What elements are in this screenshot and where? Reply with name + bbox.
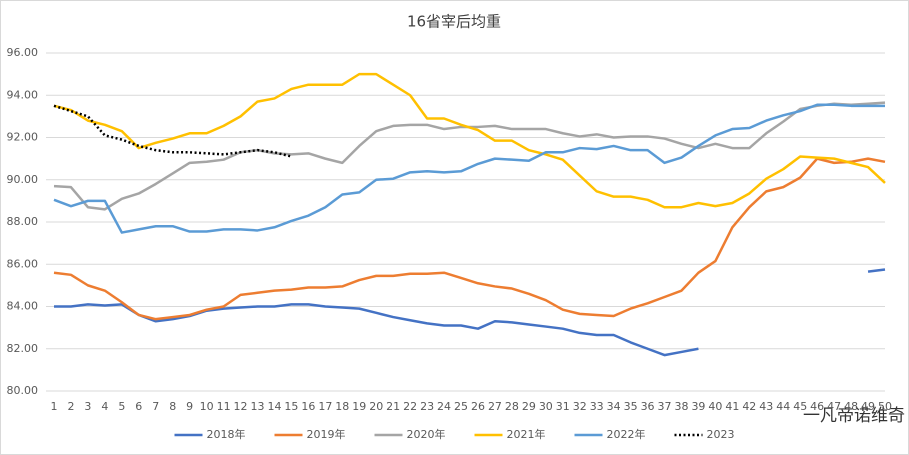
y-tick-label: 90.00 [7, 173, 39, 186]
x-tick-label: 19 [352, 400, 366, 413]
x-tick-label: 12 [234, 400, 248, 413]
x-tick-label: 37 [658, 400, 672, 413]
x-tick-label: 28 [505, 400, 519, 413]
x-tick-label: 6 [135, 400, 142, 413]
x-tick-label: 21 [386, 400, 400, 413]
legend-label: 2023 [707, 428, 735, 441]
x-tick-label: 18 [335, 400, 349, 413]
x-tick-label: 3 [84, 400, 91, 413]
x-tick-label: 20 [369, 400, 383, 413]
legend-label: 2021年 [507, 427, 546, 441]
x-tick-label: 25 [454, 400, 468, 413]
x-tick-label: 16 [301, 400, 315, 413]
x-tick-label: 39 [691, 400, 705, 413]
line-series [53, 103, 885, 234]
x-tick-label: 45 [793, 400, 807, 413]
y-tick-label: 94.00 [7, 88, 39, 101]
line-series [867, 268, 886, 273]
x-tick-label: 1 [51, 400, 58, 413]
x-tick-label: 31 [556, 400, 570, 413]
x-tick-label: 14 [267, 400, 281, 413]
line-series [53, 72, 886, 209]
x-tick-label: 36 [641, 400, 655, 413]
x-tick-label: 32 [573, 400, 587, 413]
x-tick-label: 26 [471, 400, 485, 413]
x-tick-label: 24 [437, 400, 451, 413]
chart-title: 16省宰后均重 [407, 13, 501, 31]
x-tick-label: 29 [522, 400, 536, 413]
y-tick-label: 82.00 [7, 342, 39, 355]
y-tick-label: 80.00 [7, 384, 39, 397]
x-tick-label: 9 [186, 400, 193, 413]
line-series [53, 104, 292, 158]
x-tick-label: 5 [118, 400, 125, 413]
x-tick-label: 17 [318, 400, 332, 413]
line-series [53, 157, 886, 321]
legend-label: 2019年 [307, 427, 346, 441]
x-tick-label: 22 [403, 400, 417, 413]
x-tick-label: 41 [725, 400, 739, 413]
x-tick-label: 43 [759, 400, 773, 413]
y-tick-label: 86.00 [7, 257, 39, 270]
x-tick-label: 11 [217, 400, 231, 413]
watermark: 一凡帝诺维奇 [803, 406, 905, 426]
x-tick-label: 46 [810, 400, 824, 413]
y-tick-label: 84.00 [7, 300, 39, 313]
x-tick-label: 27 [488, 400, 502, 413]
x-tick-label: 47 [827, 400, 841, 413]
legend-label: 2020年 [407, 427, 446, 441]
x-tick-label: 10 [200, 400, 214, 413]
x-tick-label: 44 [776, 400, 790, 413]
x-tick-label: 4 [101, 400, 108, 413]
x-tick-label: 50 [878, 400, 892, 413]
x-tick-label: 33 [590, 400, 604, 413]
x-tick-label: 23 [420, 400, 434, 413]
x-tick-label: 30 [539, 400, 553, 413]
y-tick-label: 96.00 [7, 46, 39, 59]
x-tick-label: 8 [169, 400, 176, 413]
x-tick-label: 42 [742, 400, 756, 413]
x-tick-label: 38 [674, 400, 688, 413]
x-tick-label: 34 [607, 400, 621, 413]
x-tick-label: 49 [861, 400, 875, 413]
line-series [54, 303, 699, 357]
y-tick-label: 92.00 [7, 131, 39, 144]
legend-label: 2018年 [207, 427, 246, 441]
x-tick-label: 13 [251, 400, 265, 413]
x-tick-label: 2 [67, 400, 74, 413]
x-tick-label: 35 [624, 400, 638, 413]
x-tick-label: 15 [284, 400, 298, 413]
legend-label: 2022年 [607, 427, 646, 441]
x-tick-label: 7 [152, 400, 159, 413]
y-tick-label: 88.00 [7, 215, 39, 228]
x-tick-label: 40 [708, 400, 722, 413]
x-tick-label: 48 [844, 400, 858, 413]
